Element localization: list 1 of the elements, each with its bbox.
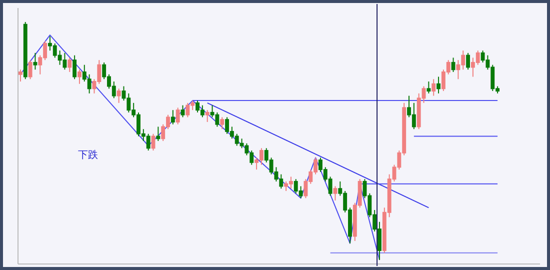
annotation: 下跌 — [78, 149, 98, 161]
